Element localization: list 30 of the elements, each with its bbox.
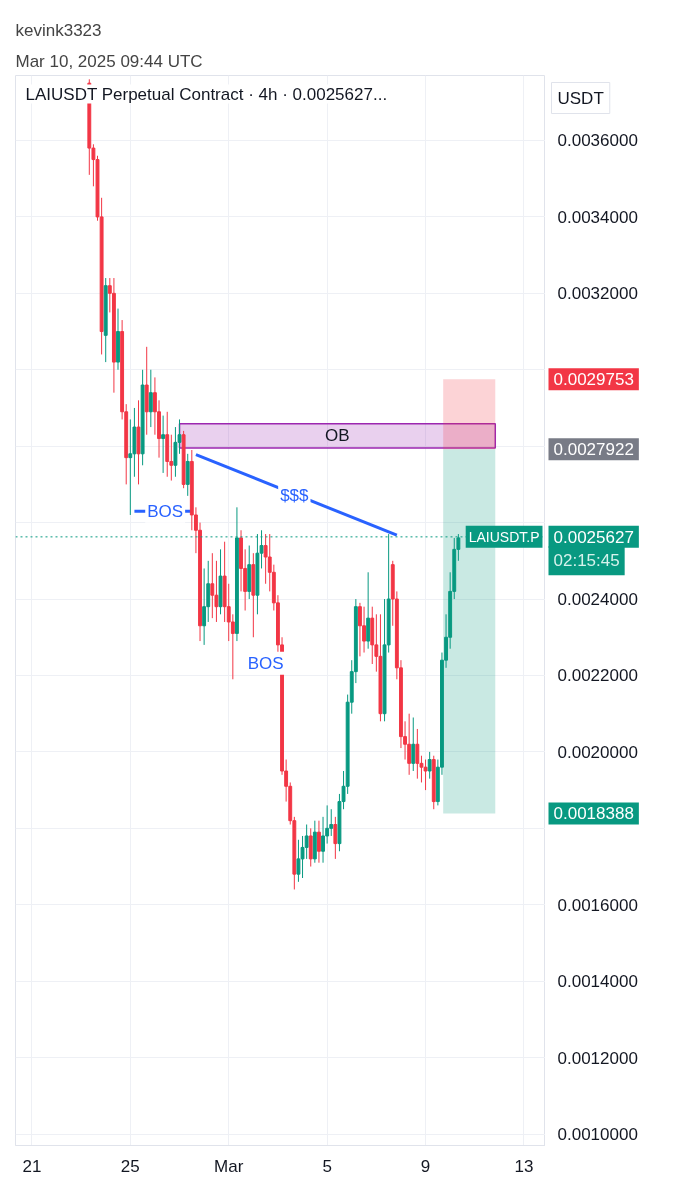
- y-tick-label: 0.0016000: [557, 895, 638, 915]
- y-tick-label: 0.0010000: [557, 1125, 638, 1145]
- x-tick-label: 9: [420, 1156, 431, 1176]
- y-tick-label: 0.0025627: [553, 527, 634, 547]
- y-tick-label: 0.0027922: [553, 440, 634, 460]
- chart-subtitle: Mar 10, 2025 09:44 UTC: [15, 51, 203, 71]
- y-tick-label: 0.0020000: [557, 742, 638, 762]
- annotation: BOS: [247, 653, 284, 673]
- y-tick-label: 0.0036000: [557, 131, 638, 151]
- y-tick-label: 0.0012000: [557, 1048, 638, 1068]
- x-tick-label: 13: [514, 1156, 534, 1176]
- y-tick-label: 0.0024000: [557, 590, 638, 610]
- x-tick-label: 21: [22, 1156, 42, 1176]
- band-label: OB: [325, 426, 350, 446]
- y-axis-title: USDT: [557, 88, 604, 108]
- y-tick-label: 0.0014000: [557, 972, 638, 992]
- y-tick-label: 0.0029753: [553, 370, 634, 390]
- text: LAIUSDT Perpetual Contract · 4h · 0.0025627...: [25, 84, 388, 104]
- ref-line-label: LAIUSDT.P: [468, 528, 540, 545]
- annotation: BOS: [147, 501, 184, 521]
- annotation: $$$: [280, 486, 310, 506]
- y-tick-label: 0.0022000: [557, 666, 638, 686]
- x-tick-label: 5: [322, 1156, 332, 1176]
- text: kevink3323: [15, 20, 102, 40]
- x-tick-label: 25: [120, 1156, 140, 1176]
- y-tick-label: 0.0034000: [557, 207, 638, 227]
- y-tick-label: 0.0018388: [553, 804, 634, 824]
- text: 02:15:45: [553, 551, 620, 571]
- y-tick-label: 0.0032000: [557, 284, 638, 304]
- x-tick-label: Mar: [214, 1156, 244, 1176]
